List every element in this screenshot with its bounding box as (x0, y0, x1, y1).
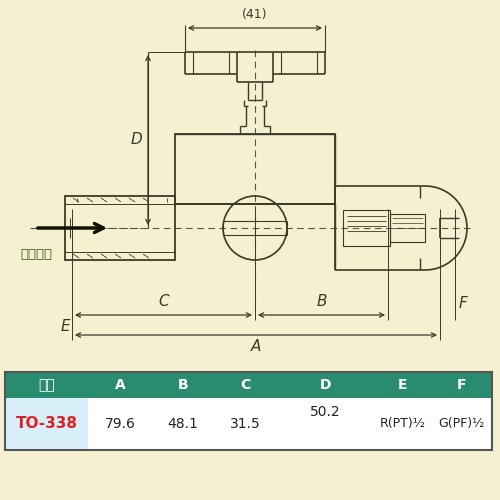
Bar (5, 398, 492, 450)
Text: B: B (178, 378, 188, 392)
Text: A: A (251, 339, 261, 354)
Text: C: C (158, 294, 169, 309)
Text: A: A (114, 378, 126, 392)
Text: 50.2: 50.2 (310, 405, 341, 419)
Text: TO-338: TO-338 (16, 416, 78, 432)
Text: (41): (41) (242, 8, 268, 21)
Text: 流水方向: 流水方向 (20, 248, 52, 261)
Text: 31.5: 31.5 (230, 417, 260, 431)
Bar (343, 210, 390, 246)
Text: 48.1: 48.1 (168, 417, 198, 431)
Text: C: C (240, 378, 250, 392)
Text: G(PF)½: G(PF)½ (438, 418, 484, 430)
Bar (175, 134, 335, 204)
Text: R(PT)½: R(PT)½ (380, 418, 426, 430)
Text: E: E (60, 319, 70, 334)
Text: 79.6: 79.6 (104, 417, 136, 431)
Bar (65, 196, 175, 260)
Bar (390, 214, 425, 242)
Text: D: D (130, 132, 142, 148)
Bar (5, 372, 492, 450)
Text: F: F (459, 296, 468, 311)
Text: F: F (456, 378, 466, 392)
Text: 型番: 型番 (38, 378, 55, 392)
Text: B: B (316, 294, 327, 309)
Bar (5, 398, 88, 450)
Text: E: E (398, 378, 407, 392)
Bar (5, 372, 492, 398)
Text: D: D (320, 378, 331, 392)
